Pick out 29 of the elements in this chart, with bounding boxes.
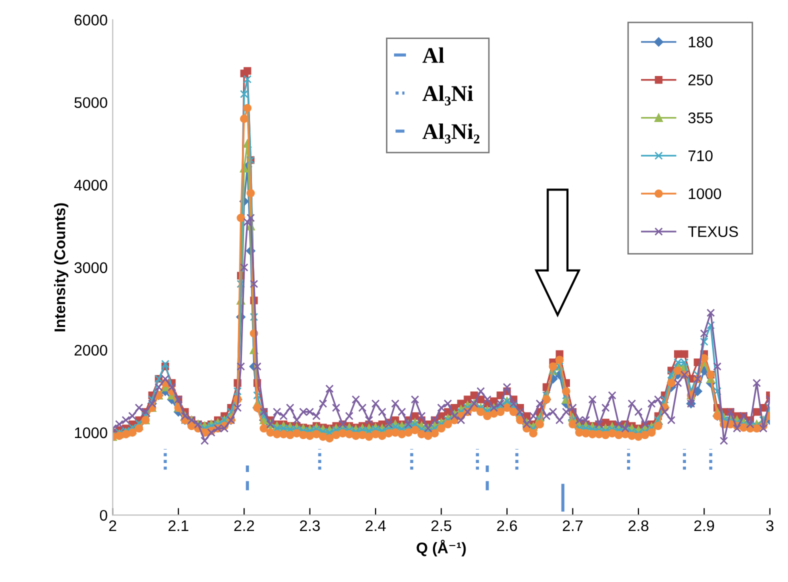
legend-label: Al₃Ni [422, 85, 474, 106]
y-tick-label: 0 [100, 510, 108, 521]
x-tick-label: 3 [766, 520, 774, 532]
x-axis-title: Q (Å⁻¹) [416, 540, 466, 556]
legend-label: Al₃Ni₂ [422, 123, 480, 144]
y-axis-title: Intensity (Counts) [54, 203, 68, 332]
x-tick-label: 2.4 [366, 520, 386, 532]
legend-label: 710 [688, 150, 713, 162]
y-tick-label: 2000 [74, 344, 108, 356]
y-tick-label: 3000 [74, 262, 108, 274]
x-tick-label: 2 [109, 520, 116, 532]
legend-label: TEXUS [688, 226, 738, 238]
legend-label: 250 [688, 74, 713, 86]
x-tick-label: 2.5 [431, 520, 452, 532]
legend-label: 1000 [688, 188, 722, 200]
x-tick-label: 2.2 [234, 520, 254, 532]
x-tick-label: 2.7 [562, 520, 583, 532]
x-tick-label: 2.1 [168, 520, 188, 532]
y-tick-label: 5000 [74, 97, 108, 108]
x-tick-label: 2.3 [300, 520, 320, 532]
legend-label: 180 [688, 36, 713, 48]
y-tick-label: 6000 [74, 14, 108, 26]
y-tick-label: 1000 [75, 427, 108, 438]
x-tick-label: 2.9 [694, 520, 714, 532]
x-tick-label: 2.6 [497, 520, 517, 532]
legend-label: 355 [688, 112, 713, 124]
legend-label: Al [422, 47, 444, 63]
x-tick-label: 2.8 [628, 520, 648, 532]
y-tick-label: 4000 [74, 180, 108, 191]
